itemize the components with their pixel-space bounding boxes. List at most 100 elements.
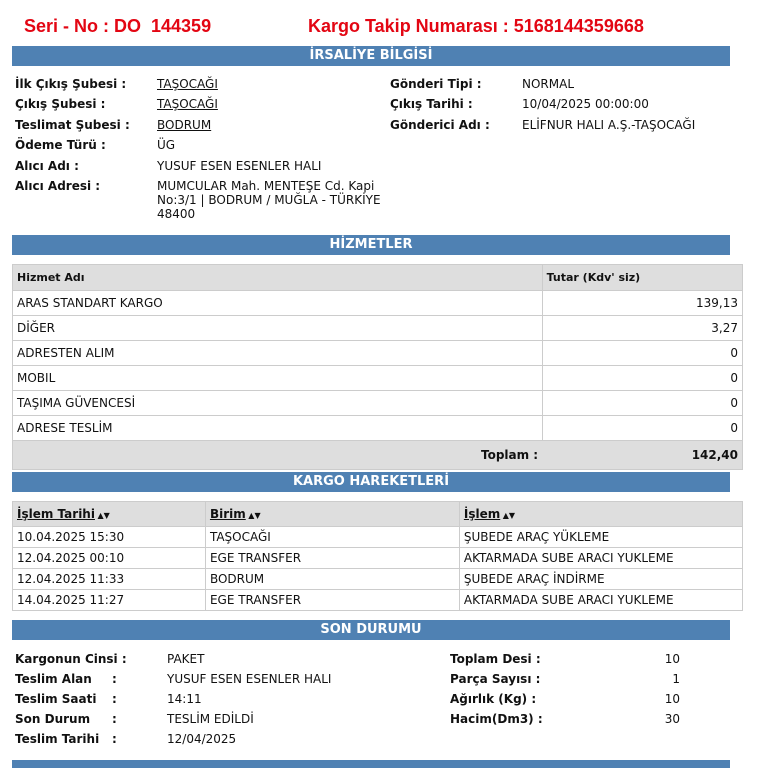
field-colon: : [112, 732, 117, 746]
field-label: Teslim Saati [15, 692, 97, 706]
movement-row: 10.04.2025 15:30 TAŞOCAĞI ŞUBEDE ARAÇ YÜKL… [12, 526, 744, 548]
field-value: NORMAL [522, 77, 575, 91]
field-label: Gönderici Adı : [390, 118, 490, 132]
cell: EGE TRANSFER [204, 547, 460, 569]
cell: 12.04.2025 00:10 [12, 547, 206, 569]
movement-row: 12.04.2025 00:10 EGE TRANSFER AKTARMADA SU… [12, 547, 744, 569]
field-value: 12/04/2025 [167, 732, 237, 746]
field-value: 10 [664, 692, 680, 706]
movement-row: 12.04.2025 11:33 BODRUM ŞUBEDE ARAÇ İNDİRM… [12, 568, 744, 590]
field-value: 10 [664, 652, 680, 666]
column-header: Hizmet Adı [12, 264, 543, 291]
field-label: Ağırlık (Kg) : [450, 692, 537, 706]
cell: 12.04.2025 11:33 [12, 568, 206, 590]
service-row: ADRESTEN ALIM 0 [12, 340, 744, 366]
field-label: Çıkış Tarihi : [390, 97, 473, 111]
field-label: İlk Çıkış Şubesi : [15, 77, 127, 91]
field-label: Kargonun Cinsi : [15, 652, 127, 666]
sort-link[interactable]: İşlem [463, 507, 501, 521]
cell: 14.04.2025 11:27 [12, 589, 206, 611]
cell: 0 [541, 340, 744, 366]
field-label: Parça Sayısı : [450, 672, 541, 686]
field-label: Alıcı Adresi : [15, 179, 101, 193]
field-value: 1 [672, 672, 680, 686]
field-value: ÜG [157, 138, 176, 152]
field-value: PAKET [167, 652, 205, 666]
field-label: Hacim(Dm3) : [450, 712, 543, 726]
cell: 10.04.2025 15:30 [12, 526, 206, 548]
cell: ADRESTEN ALIM [12, 340, 543, 366]
services-table: Hizmet Adı Tutar (Kdv' siz) ARAS STANDART … [12, 264, 744, 470]
field-label: Teslimat Şubesi : [15, 118, 130, 132]
column-header: İşlem ▲▼ [458, 501, 744, 527]
field-colon: : [112, 712, 117, 726]
movements-table: İşlem Tarihi ▲▼ Birim ▲▼ İşlem ▲▼ 10.04.202… [12, 501, 744, 611]
field-label: Teslim Alan [15, 672, 92, 686]
total-label: Toplam : [12, 440, 543, 470]
cell: 0 [541, 390, 744, 416]
column-header: Tutar (Kdv' siz) [541, 264, 744, 291]
service-row: DİĞER 3,27 [12, 315, 744, 341]
sort-link[interactable]: Birim [209, 507, 246, 521]
cell: ŞUBEDE ARAÇ İNDİRME [458, 568, 744, 590]
field-value: 10/04/2025 00:00:00 [522, 97, 649, 111]
section-bar: İRSALİYE BİLGİSİ [12, 46, 730, 66]
field-label: Çıkış Şubesi : [15, 97, 106, 111]
tracking-no: Kargo Takip Numarası : 5168144359668 [308, 16, 644, 36]
cell: MOBIL [12, 365, 543, 391]
field-colon: : [112, 692, 117, 706]
cell: TAŞIMA GÜVENCESİ [12, 390, 543, 416]
field-value: TAŞOCAĞI [157, 77, 218, 91]
field-value: YUSUF ESEN ESENLER HALI [167, 672, 332, 686]
cell: EGE TRANSFER [204, 589, 460, 611]
cell: TAŞOCAĞI [204, 526, 460, 548]
section-bar: KARGO HAREKETLERİ [12, 472, 730, 492]
cell: AKTARMADA SUBE ARACI YUKLEME [458, 589, 744, 611]
sort-icon: ▲▼ [500, 511, 516, 520]
header-row: İşlem Tarihi ▲▼ Birim ▲▼ İşlem ▲▼ [12, 501, 744, 527]
cell: DİĞER [12, 315, 543, 341]
movement-row: 14.04.2025 11:27 EGE TRANSFER AKTARMADA SU… [12, 589, 744, 611]
field-label: Gönderi Tipi : [390, 77, 482, 91]
field-label: Teslim Tarihi [15, 732, 100, 746]
section-bar [12, 760, 730, 768]
section-bar: SON DURUMU [12, 620, 730, 640]
cell: 3,27 [541, 315, 744, 341]
field-label: Son Durum [15, 712, 91, 726]
total-row: Toplam :142,40 [12, 440, 744, 470]
column-header: İşlem Tarihi ▲▼ [12, 501, 206, 527]
section-bar: HİZMETLER [12, 235, 730, 255]
service-row: MOBIL 0 [12, 365, 744, 391]
field-value: TESLİM EDİLDİ [167, 712, 254, 726]
cell: 0 [541, 415, 744, 441]
header-row: Hizmet Adı Tutar (Kdv' siz) [12, 264, 744, 291]
field-value: BODRUM [157, 118, 212, 132]
field-label: Ödeme Türü : [15, 138, 106, 152]
cell: 139,13 [541, 290, 744, 316]
field-colon: : [112, 672, 117, 686]
sort-icon: ▲▼ [94, 511, 110, 520]
field-value: YUSUF ESEN ESENLER HALI [157, 159, 322, 173]
service-row: ADRESE TESLİM 0 [12, 415, 744, 441]
field-label: Alıcı Adı : [15, 159, 79, 173]
field-value: ELİFNUR HALI A.Ş.-TAŞOCAĞI [522, 118, 696, 132]
field-value: MUMCULAR Mah. MENTEŞE Cd. Kapi No:3/1 | … [157, 179, 381, 221]
total-value: 142,40 [542, 440, 744, 470]
sort-icon: ▲▼ [245, 511, 261, 520]
service-row: ARAS STANDART KARGO 139,13 [12, 290, 744, 316]
cell: ŞUBEDE ARAÇ YÜKLEME [458, 526, 744, 548]
cell: 0 [541, 365, 744, 391]
field-value: 30 [664, 712, 680, 726]
serial-no: Seri - No : DO 144359 [24, 16, 212, 36]
field-value: TAŞOCAĞI [157, 97, 218, 111]
cell: ARAS STANDART KARGO [12, 290, 543, 316]
column-header: Birim ▲▼ [204, 501, 460, 527]
field-label: Toplam Desi : [450, 652, 541, 666]
service-row: TAŞIMA GÜVENCESİ 0 [12, 390, 744, 416]
cell: AKTARMADA SUBE ARACI YUKLEME [458, 547, 744, 569]
cell: BODRUM [204, 568, 460, 590]
sort-link[interactable]: İşlem Tarihi [17, 507, 95, 521]
field-value: 14:11 [167, 692, 202, 706]
cell: ADRESE TESLİM [12, 415, 543, 441]
